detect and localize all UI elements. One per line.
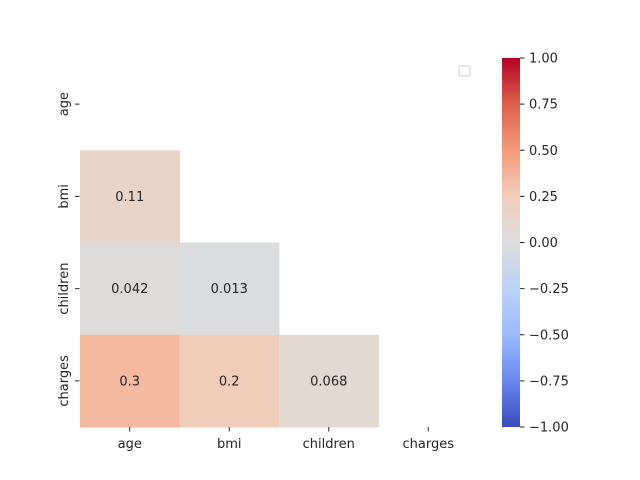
legend-box [458, 65, 471, 77]
cell-label-charges-bmi: 0.2 [219, 374, 240, 389]
colorbar-tick-label: 0.50 [529, 144, 558, 159]
cell-label-children-bmi: 0.013 [211, 282, 248, 297]
x-axis-ticks: age bmi children charges [118, 427, 455, 452]
x-tick-label-age: age [118, 437, 142, 452]
cell-children-bmi [179, 242, 280, 336]
y-tick-label-bmi: bmi [57, 184, 72, 209]
cell-charges-children [279, 334, 379, 428]
y-tick-label-children: children [57, 263, 72, 315]
y-tick-label-age: age [57, 92, 72, 116]
y-tick-label-charges: charges [57, 355, 72, 407]
colorbar-tick-label: 0.00 [529, 236, 558, 251]
cell-label-charges-age: 0.3 [119, 374, 140, 389]
x-tick-label-bmi: bmi [217, 437, 242, 452]
colorbar-tick-label: −0.75 [529, 374, 569, 389]
y-axis-ticks: age bmi children charges [57, 92, 80, 407]
colorbar-tick-label: 0.75 [529, 98, 558, 113]
colorbar-ticks: 1.00 0.75 0.50 0.25 0.00 −0.25 −0.50 −0.75 −1.00 [520, 52, 569, 436]
x-tick-label-children: children [303, 437, 355, 452]
colorbar [502, 58, 520, 427]
heatmap-cells: 0.11 0.042 0.013 0.3 0.2 0.068 [80, 150, 379, 428]
x-tick-label-charges: charges [403, 437, 455, 452]
cell-children-age [80, 242, 180, 336]
colorbar-tick-label: 1.00 [529, 52, 558, 67]
colorbar-tick-label: −0.25 [529, 282, 569, 297]
colorbar-tick-label: −1.00 [529, 421, 569, 436]
colorbar-tick-label: 0.25 [529, 190, 558, 205]
cell-bmi-age [80, 150, 180, 243]
cell-charges-bmi [179, 334, 280, 428]
cell-label-children-age: 0.042 [111, 282, 148, 297]
cell-label-bmi-age: 0.11 [115, 190, 144, 205]
cell-charges-age [80, 334, 180, 428]
cell-label-charges-children: 0.068 [310, 374, 347, 389]
colorbar-tick-label: −0.50 [529, 328, 569, 343]
